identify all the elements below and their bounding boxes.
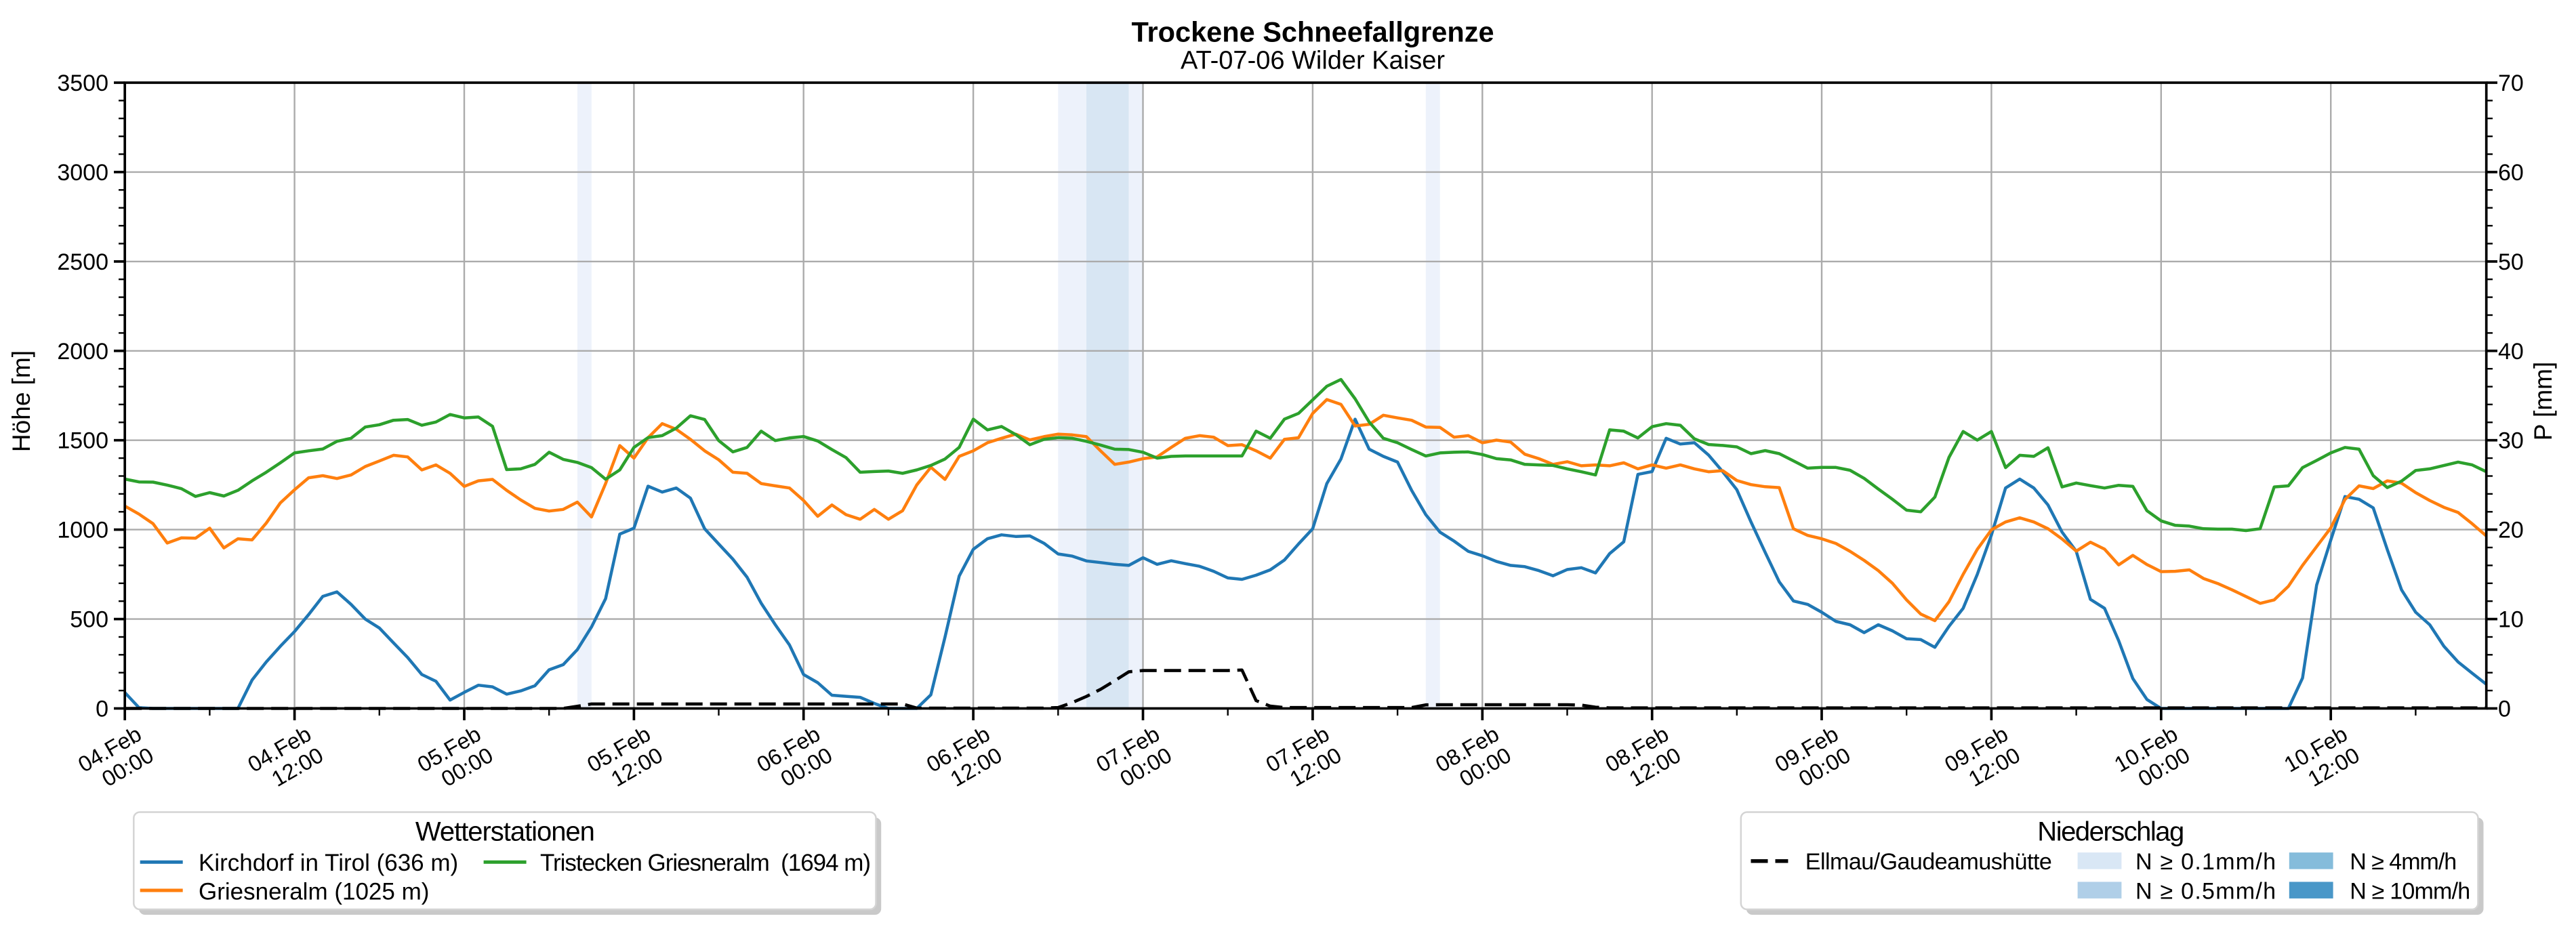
svg-text:Wetterstationen: Wetterstationen xyxy=(415,817,595,847)
svg-text:3500: 3500 xyxy=(57,70,108,96)
svg-text:Griesneralm (1025 m): Griesneralm (1025 m) xyxy=(199,879,429,905)
svg-text:N ≥ 0.5mm/h: N ≥ 0.5mm/h xyxy=(2135,878,2276,904)
svg-text:N ≥ 0.1mm/h: N ≥ 0.1mm/h xyxy=(2135,849,2276,875)
svg-text:10: 10 xyxy=(2498,607,2524,633)
svg-text:60: 60 xyxy=(2498,160,2524,186)
svg-text:30: 30 xyxy=(2498,428,2524,454)
svg-text:Tristecken Griesneralm (1694: Tristecken Griesneralm (1694 m) xyxy=(540,850,871,876)
svg-text:AT-07-06 Wilder Kaiser: AT-07-06 Wilder Kaiser xyxy=(1181,47,1445,75)
svg-text:Ellmau/Gaudeamushütte: Ellmau/Gaudeamushütte xyxy=(1805,849,2052,875)
svg-text:2000: 2000 xyxy=(57,339,108,365)
svg-text:1000: 1000 xyxy=(57,518,108,543)
svg-text:Kirchdorf in Tirol (636 m): Kirchdorf in Tirol (636 m) xyxy=(199,850,458,876)
svg-text:0: 0 xyxy=(2498,697,2511,722)
svg-text:70: 70 xyxy=(2498,70,2524,96)
svg-text:Höhe [m]: Höhe [m] xyxy=(7,350,35,452)
svg-text:1500: 1500 xyxy=(57,428,108,454)
svg-text:Niederschlag: Niederschlag xyxy=(2037,817,2184,847)
svg-text:N ≥ 10mm/h: N ≥ 10mm/h xyxy=(2350,878,2470,904)
svg-text:20: 20 xyxy=(2498,518,2524,543)
svg-text:3000: 3000 xyxy=(57,160,108,186)
svg-text:2500: 2500 xyxy=(57,249,108,275)
svg-text:N ≥ 4mm/h: N ≥ 4mm/h xyxy=(2350,849,2457,875)
svg-text:Trockene Schneefallgrenze: Trockene Schneefallgrenze xyxy=(1131,16,1494,48)
svg-text:50: 50 xyxy=(2498,249,2524,275)
svg-text:0: 0 xyxy=(96,697,108,722)
svg-text:500: 500 xyxy=(70,607,108,633)
svg-text:P [mm]: P [mm] xyxy=(2529,362,2557,441)
svg-text:40: 40 xyxy=(2498,339,2524,365)
